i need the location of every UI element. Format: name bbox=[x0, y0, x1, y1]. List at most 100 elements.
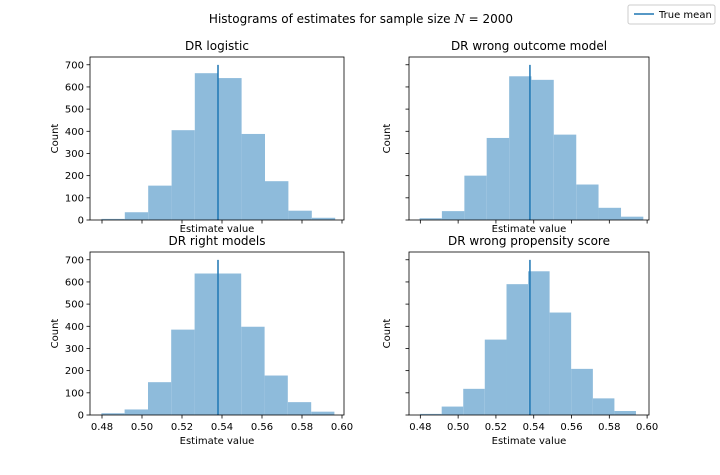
x-tick-label: 0.48 bbox=[91, 422, 113, 433]
y-tick-label: 700 bbox=[65, 255, 84, 266]
histogram-bar bbox=[621, 216, 644, 220]
axes-frame bbox=[89, 251, 345, 416]
histogram-bar bbox=[241, 326, 265, 415]
y-axis-label: Count bbox=[382, 124, 393, 154]
histogram-bar bbox=[311, 217, 336, 220]
histogram-bar bbox=[464, 175, 487, 220]
panel-dr-logistic: 0 100 200 300 400 500 600 700 DR logistic Estimat… bbox=[50, 39, 345, 235]
x-axis-label: Estimate value bbox=[492, 436, 567, 447]
y-tick-label: 100 bbox=[65, 388, 84, 399]
histogram-bar bbox=[287, 402, 312, 415]
histogram-bar bbox=[528, 271, 550, 415]
histogram-bar bbox=[241, 133, 265, 220]
x-tick-label: 0.60 bbox=[636, 422, 658, 433]
x-tick-label: 0.58 bbox=[291, 422, 313, 433]
histogram-bar bbox=[288, 210, 312, 220]
x-tick-label: 0.60 bbox=[331, 422, 353, 433]
y-tick-label: 200 bbox=[65, 366, 84, 377]
figure-title-n: N bbox=[453, 12, 465, 26]
subplot-title: DR wrong propensity score bbox=[448, 234, 610, 248]
histogram-bar bbox=[531, 79, 554, 220]
y-axis-label: Count bbox=[50, 124, 61, 154]
histogram-bar bbox=[171, 329, 195, 415]
y-tick-label: 400 bbox=[65, 127, 84, 138]
x-axis-label: Estimate value bbox=[180, 224, 255, 235]
figure-title-eq: = 2000 bbox=[465, 12, 513, 26]
histogram-bar bbox=[124, 409, 148, 415]
legend-frame bbox=[627, 4, 716, 25]
histogram-bar bbox=[264, 375, 288, 415]
x-tick-label: 0.56 bbox=[251, 422, 273, 433]
y-tick-label: 600 bbox=[65, 82, 84, 93]
figure-title: Histograms of estimates for sample size … bbox=[209, 12, 513, 26]
y-tick-label: 0 bbox=[78, 216, 84, 227]
histogram-bar bbox=[441, 406, 464, 415]
histogram-bar bbox=[614, 411, 636, 415]
histogram-bar bbox=[576, 184, 599, 220]
legend-label: True mean bbox=[658, 10, 712, 21]
histogram-bar bbox=[265, 181, 289, 220]
histogram-bar bbox=[124, 212, 149, 220]
histogram-bar bbox=[592, 398, 615, 415]
figure-title-text: Histograms of estimates for sample size bbox=[209, 12, 454, 26]
y-tick-label: 500 bbox=[65, 300, 84, 311]
histogram-bar bbox=[553, 134, 577, 220]
histogram-bar bbox=[311, 411, 335, 415]
histogram-bar bbox=[441, 211, 465, 220]
panel-dr-wrong-propensity-score: 0.48 0.50 0.52 0.54 0.56 0.58 0.60 DR wrong pro… bbox=[382, 234, 658, 447]
x-axis-label: Estimate value bbox=[180, 436, 255, 447]
subplot-title: DR right models bbox=[168, 234, 265, 248]
y-tick-label: 0 bbox=[78, 411, 84, 422]
histogram-bar bbox=[419, 218, 442, 220]
axes-frame bbox=[408, 251, 650, 416]
y-axis-label: Count bbox=[50, 319, 61, 349]
legend: True mean bbox=[627, 4, 716, 25]
histogram-bar bbox=[486, 137, 510, 220]
histogram-bar bbox=[171, 130, 195, 220]
histogram-bar bbox=[571, 368, 593, 415]
subplot-grid: 0 100 200 300 400 500 600 700 DR logistic Estimat… bbox=[50, 39, 658, 447]
histogram-bar bbox=[463, 388, 485, 415]
y-tick-label: 200 bbox=[65, 171, 84, 182]
histogram-bar bbox=[218, 78, 242, 220]
y-tick-label: 500 bbox=[65, 105, 84, 116]
y-tick-label: 300 bbox=[65, 344, 84, 355]
histogram-bar bbox=[194, 73, 219, 220]
x-tick-label: 0.50 bbox=[131, 422, 153, 433]
panel-dr-right-models: 0 100 200 300 400 500 600 700 0.48 0.50 0.52 0.54 0.… bbox=[50, 234, 353, 447]
histogram-bar bbox=[506, 284, 529, 415]
histogram-bar bbox=[101, 218, 125, 220]
x-tick-label: 0.54 bbox=[523, 422, 545, 433]
histogram-bar bbox=[101, 413, 125, 415]
panel-dr-wrong-outcome-model: DR wrong outcome model Estimate value Coun… bbox=[382, 39, 650, 235]
histogram-bar bbox=[598, 207, 622, 220]
histogram-bar bbox=[218, 273, 242, 415]
y-tick-label: 400 bbox=[65, 322, 84, 333]
y-tick-label: 100 bbox=[65, 193, 84, 204]
x-tick-label: 0.52 bbox=[485, 422, 507, 433]
histogram-bar bbox=[549, 312, 572, 415]
y-tick-label: 600 bbox=[65, 277, 84, 288]
x-tick-label: 0.52 bbox=[171, 422, 193, 433]
axes-frame bbox=[408, 56, 650, 221]
axes-frame bbox=[89, 56, 345, 221]
histogram-bar bbox=[509, 76, 532, 220]
y-tick-label: 300 bbox=[65, 149, 84, 160]
x-tick-label: 0.56 bbox=[560, 422, 582, 433]
x-axis-label: Estimate value bbox=[492, 224, 567, 235]
histogram-bar bbox=[419, 413, 442, 415]
histogram-bar bbox=[148, 185, 172, 220]
histogram-bar bbox=[484, 339, 507, 415]
x-tick-label: 0.54 bbox=[211, 422, 233, 433]
subplot-title: DR logistic bbox=[185, 39, 249, 53]
x-tick-label: 0.48 bbox=[409, 422, 431, 433]
x-tick-label: 0.58 bbox=[598, 422, 620, 433]
subplot-title: DR wrong outcome model bbox=[451, 39, 607, 53]
x-tick-label: 0.50 bbox=[447, 422, 469, 433]
histogram-bar bbox=[194, 273, 218, 415]
y-tick-label: 700 bbox=[65, 60, 84, 71]
histogram-bar bbox=[148, 382, 172, 415]
y-axis-label: Count bbox=[382, 319, 393, 349]
